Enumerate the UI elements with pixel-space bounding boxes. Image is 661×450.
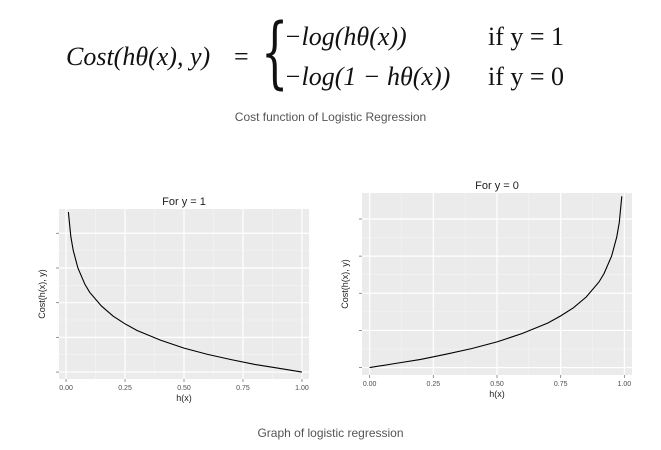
y-axis-label: Cost(h(x), y) — [340, 259, 350, 309]
formula-case-2-cond: if y = 0 — [488, 62, 565, 91]
formula-case-2-expr: −log(1 − hθ(x)) — [284, 62, 451, 91]
chart-title: For y = 1 — [162, 196, 206, 208]
x-tick-label: 0.50 — [177, 385, 191, 392]
x-tick-label: 0.75 — [236, 385, 250, 392]
chart-y1: For y = 1 0.00 0.25 0.50 0.75 1.00 h(x) Cost(h(… — [37, 196, 309, 403]
cost-formula: Cost(hθ(x), y) = { −log(hθ(x)) if y = 1 … — [66, 14, 586, 100]
formula-lhs: Cost(hθ(x), y) — [66, 42, 211, 71]
formula-brace: { — [261, 8, 289, 98]
x-axis-label: h(x) — [489, 389, 505, 399]
caption-cost-function: Cost function of Logistic Regression — [234, 110, 427, 124]
series-line — [369, 196, 623, 369]
formula-case-1-expr: −log(hθ(x)) — [284, 22, 407, 51]
x-axis-label: h(x) — [176, 393, 192, 403]
chart-y0: For y = 0 0.00 0.25 0.50 0.75 1.00 h(x) Cost(h(… — [340, 180, 632, 399]
y-axis-label: Cost(h(x), y) — [37, 269, 47, 319]
x-tick-label: 0.25 — [118, 385, 132, 392]
x-tick-label: 0.25 — [427, 381, 441, 388]
x-tick-label: 0.50 — [490, 381, 504, 388]
formula-equals: = — [234, 42, 249, 71]
x-tick-label: 0.00 — [363, 381, 377, 388]
x-tick-label: 1.00 — [618, 381, 632, 388]
x-tick-label: 0.75 — [554, 381, 568, 388]
x-tick-label: 0.00 — [59, 385, 73, 392]
caption-graph: Graph of logistic regression — [257, 426, 404, 440]
formula-case-1-cond: if y = 1 — [488, 22, 565, 51]
x-tick-label: 1.00 — [295, 385, 309, 392]
chart-title: For y = 0 — [475, 180, 519, 192]
series-line — [67, 212, 302, 373]
